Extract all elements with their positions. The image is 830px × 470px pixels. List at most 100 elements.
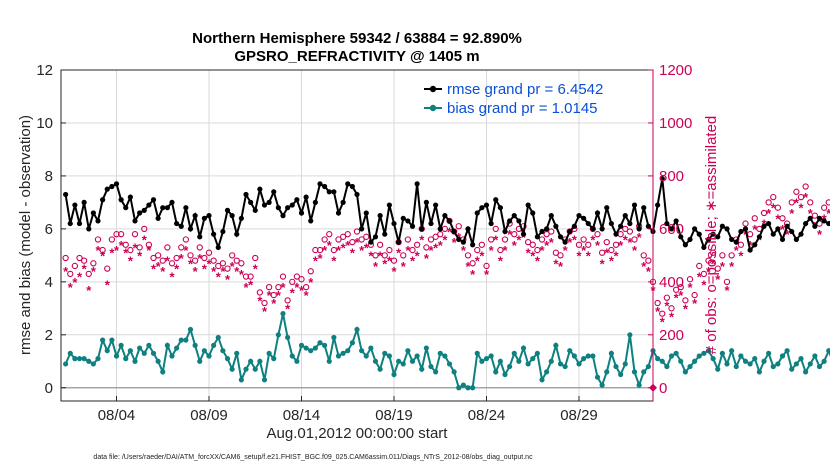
bias-point bbox=[729, 348, 735, 354]
possible-obs-point bbox=[487, 236, 495, 243]
rmse-point bbox=[784, 223, 790, 229]
possible-obs-point bbox=[497, 246, 504, 254]
possible-obs-point bbox=[150, 254, 157, 262]
bias-point bbox=[534, 350, 540, 356]
rmse-point bbox=[502, 228, 508, 235]
possible-obs-point bbox=[501, 236, 509, 243]
legend-rmse-label: rmse grand pr = 6.4542 bbox=[447, 81, 603, 98]
rmse-point bbox=[372, 234, 379, 240]
bias-point bbox=[63, 361, 69, 367]
possible-obs-point bbox=[728, 252, 735, 259]
rmse-point bbox=[687, 236, 693, 243]
assimilated-obs-point: * bbox=[350, 246, 356, 261]
y-axis-label-right: # of obs: o=possible; ∗=assimilated bbox=[703, 116, 720, 355]
y-right-tick-label-5: 1000 bbox=[659, 115, 692, 132]
rmse-point bbox=[655, 202, 661, 208]
bias-point bbox=[405, 348, 411, 354]
assimilated-obs-point: * bbox=[655, 304, 661, 319]
rmse-point bbox=[63, 191, 69, 198]
assimilated-obs-point: * bbox=[364, 240, 370, 255]
assimilated-obs-point: * bbox=[220, 264, 226, 279]
bias-point bbox=[160, 369, 166, 375]
rmse-point bbox=[451, 228, 457, 235]
possible-obs-point bbox=[677, 283, 684, 291]
rmse-point bbox=[178, 223, 184, 229]
bias-point bbox=[132, 358, 138, 364]
rmse-point bbox=[793, 236, 799, 243]
rmse-point bbox=[81, 199, 87, 205]
bias-point bbox=[368, 345, 374, 351]
assimilated-obs-point: * bbox=[401, 259, 407, 274]
assimilated-obs-point: * bbox=[396, 246, 402, 261]
possible-obs-point bbox=[622, 225, 629, 233]
assimilated-obs-point: * bbox=[128, 254, 134, 269]
chart-title: Northern Hemisphere 59342 / 63884 = 92.8… bbox=[192, 30, 522, 47]
x-tick-label-3: 08/19 bbox=[375, 407, 413, 424]
bias-point bbox=[400, 361, 406, 367]
assimilated-obs-point: * bbox=[498, 254, 504, 269]
bias-point bbox=[326, 358, 332, 364]
possible-obs-point bbox=[113, 231, 120, 238]
bias-point bbox=[470, 385, 476, 391]
assimilated-obs-point: * bbox=[285, 301, 291, 316]
possible-obs-point bbox=[474, 246, 481, 254]
bias-point bbox=[826, 348, 830, 354]
rmse-point bbox=[322, 183, 328, 190]
assimilated-obs-point: * bbox=[734, 243, 740, 258]
possible-obs-point bbox=[90, 260, 97, 267]
rmse-point bbox=[775, 226, 781, 232]
rmse-point bbox=[729, 236, 735, 243]
bias-point bbox=[285, 334, 291, 341]
possible-obs-point bbox=[779, 215, 786, 222]
possible-obs-point bbox=[691, 291, 698, 299]
rmse-point bbox=[368, 239, 374, 245]
rmse-point bbox=[594, 210, 601, 216]
assimilated-obs-point: * bbox=[336, 243, 342, 258]
possible-obs-point bbox=[529, 241, 536, 248]
assimilated-obs-point: * bbox=[785, 227, 791, 242]
y-tick-label-3: 6 bbox=[45, 221, 53, 238]
y-right-tick-label-0: 0 bbox=[659, 380, 667, 397]
rmse-point bbox=[826, 220, 830, 227]
possible-obs-point bbox=[228, 252, 236, 259]
bias-point bbox=[719, 350, 725, 356]
possible-obs-point bbox=[321, 236, 328, 243]
possible-obs-point bbox=[626, 228, 634, 235]
bias-point bbox=[608, 350, 614, 356]
assimilated-obs-point: * bbox=[558, 259, 564, 274]
bias-point bbox=[451, 369, 457, 375]
possible-obs-point bbox=[709, 249, 717, 256]
possible-obs-point bbox=[455, 223, 462, 230]
bias-point bbox=[280, 311, 286, 317]
bias-point bbox=[349, 340, 355, 346]
assimilated-obs-point: * bbox=[600, 256, 606, 271]
possible-obs-point bbox=[316, 246, 324, 254]
rmse-point bbox=[460, 239, 466, 245]
assimilated-obs-point: * bbox=[86, 283, 92, 298]
possible-obs-point bbox=[154, 252, 162, 259]
possible-obs-point bbox=[99, 246, 106, 254]
bias-point bbox=[682, 369, 688, 375]
possible-obs-point bbox=[534, 246, 541, 254]
bias-point bbox=[382, 350, 388, 356]
possible-obs-point bbox=[654, 299, 661, 307]
x-tick-label-0: 08/04 bbox=[98, 407, 136, 424]
possible-obs-point bbox=[820, 204, 828, 211]
possible-obs-point bbox=[335, 236, 342, 243]
rmse-point bbox=[483, 202, 490, 208]
rmse-point bbox=[576, 213, 582, 219]
assimilated-obs-point: * bbox=[567, 235, 573, 250]
assimilated-obs-point: * bbox=[433, 240, 439, 255]
possible-obs-point bbox=[344, 231, 351, 238]
bias-point bbox=[271, 356, 277, 362]
rmse-point bbox=[803, 220, 809, 227]
rmse-point bbox=[581, 215, 587, 221]
assimilated-obs-point: * bbox=[290, 285, 296, 300]
assimilated-obs-point: * bbox=[105, 277, 111, 292]
rmse-point bbox=[354, 191, 360, 198]
bias-point bbox=[724, 361, 730, 367]
assimilated-obs-point: * bbox=[378, 248, 384, 263]
assimilated-obs-point: * bbox=[234, 264, 240, 279]
assimilated-obs-point: * bbox=[748, 238, 754, 253]
possible-obs-point bbox=[672, 286, 680, 293]
